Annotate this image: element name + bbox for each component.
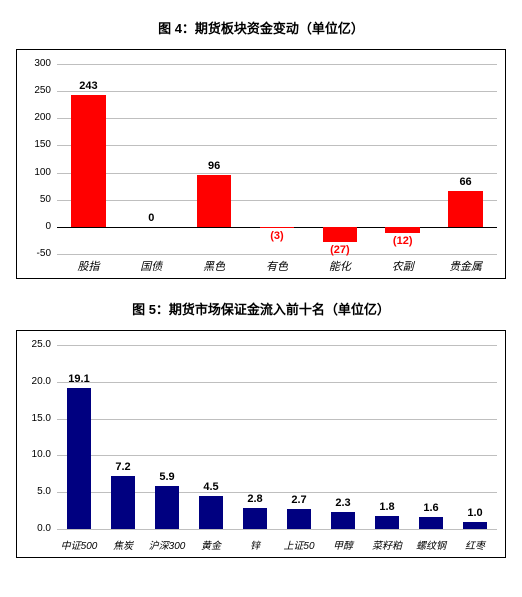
chart4-gridline [57, 91, 497, 92]
chart5-value-label: 4.5 [203, 481, 218, 493]
chart4-category-label: 股指 [77, 258, 99, 274]
chart4-category-label: 国债 [140, 258, 162, 274]
chart4-ytick-label: 300 [17, 58, 51, 69]
chart5-box: 0.0 5.0 10.0 15.0 20.0 25.0 19.1 中证500 7.2 焦炭 5.9 沪… [16, 330, 506, 558]
chart5-bar [463, 522, 487, 529]
chart4-gridline [57, 173, 497, 174]
chart5-category-label: 菜籽粕 [372, 537, 402, 552]
chart5-ytick-label: 20.0 [17, 376, 51, 387]
chart4-bar [323, 227, 358, 242]
chart5-value-label: 1.6 [423, 502, 438, 514]
chart5-category-label: 红枣 [465, 537, 485, 552]
chart5-plot-area: 0.05.010.015.020.025.019.1中证5007.2焦炭5.9沪… [57, 345, 497, 529]
chart5-value-label: 2.3 [335, 497, 350, 509]
chart4-box: -50 0 50 100 150 200 250 300 243 股指 0 国债 96 黑色 (3) 有色 (2… [16, 49, 506, 279]
chart5-bar [419, 517, 443, 529]
chart4-category-label: 黑色 [203, 258, 225, 274]
chart4-ytick-label: -50 [17, 248, 51, 259]
chart4-bar [385, 227, 420, 234]
chart5-value-label: 2.8 [247, 493, 262, 505]
chart5-ytick-label: 5.0 [17, 486, 51, 497]
chart5-category-label: 螺纹钢 [416, 537, 446, 552]
chart4-ytick-label: 200 [17, 112, 51, 123]
chart5-gridline [57, 419, 497, 420]
chart4-value-label: 0 [148, 212, 154, 224]
chart5-category-label: 中证500 [61, 537, 98, 552]
chart4-value-label: 66 [459, 176, 471, 188]
chart4-gridline [57, 145, 497, 146]
chart5-gridline [57, 382, 497, 383]
chart5-gridline [57, 345, 497, 346]
chart4-gridline [57, 118, 497, 119]
chart4-ytick-label: 150 [17, 139, 51, 150]
chart5-category-label: 沪深300 [149, 537, 186, 552]
chart4-ytick-label: 100 [17, 167, 51, 178]
chart5-ytick-label: 0.0 [17, 523, 51, 534]
chart5-ytick-label: 10.0 [17, 449, 51, 460]
chart4-value-label: (12) [393, 235, 413, 247]
chart5-bar [67, 388, 91, 529]
chart4-title: 图 4：期货板块资金变动（单位亿） [10, 18, 512, 37]
chart5-category-label: 黄金 [201, 537, 221, 552]
chart5-value-label: 1.0 [467, 507, 482, 519]
chart5-category-label: 上证50 [283, 537, 314, 552]
chart4-gridline [57, 254, 497, 255]
chart5-bar [375, 516, 399, 529]
chart5-value-label: 7.2 [115, 461, 130, 473]
chart5-value-label: 19.1 [68, 373, 89, 385]
chart4-category-label: 能化 [329, 258, 351, 274]
chart5-bar [331, 512, 355, 529]
chart5-ytick-label: 15.0 [17, 413, 51, 424]
chart5-value-label: 5.9 [159, 471, 174, 483]
chart5-bar [111, 476, 135, 529]
chart4-category-label: 农副 [392, 258, 414, 274]
chart4-gridline [57, 64, 497, 65]
chart4-bar [71, 95, 106, 227]
chart5-value-label: 2.7 [291, 494, 306, 506]
chart4-ytick-label: 50 [17, 194, 51, 205]
chart4-value-label: (27) [330, 244, 350, 256]
chart5-gridline [57, 455, 497, 456]
chart5-category-label: 锌 [250, 537, 260, 552]
chart4-value-label: (3) [270, 230, 283, 242]
chart5-category-label: 焦炭 [113, 537, 133, 552]
chart4-plot-area: -50050100150200250300243股指0国债96黑色(3)有色(2… [57, 64, 497, 254]
chart5-bar [243, 508, 267, 529]
chart4-bar [197, 175, 232, 227]
chart5-gridline [57, 529, 497, 530]
chart4-bar [260, 227, 295, 229]
chart5-title: 图 5：期货市场保证金流入前十名（单位亿） [10, 299, 512, 318]
chart4-ytick-label: 250 [17, 85, 51, 96]
chart5-bar [199, 496, 223, 529]
chart4-bar [448, 191, 483, 227]
chart5-value-label: 1.8 [379, 501, 394, 513]
chart5-ytick-label: 25.0 [17, 339, 51, 350]
chart5-bar [155, 486, 179, 529]
chart4-ytick-label: 0 [17, 221, 51, 232]
chart4-category-label: 有色 [266, 258, 288, 274]
chart5-bar [287, 509, 311, 529]
chart4-value-label: 96 [208, 160, 220, 172]
chart5-category-label: 甲醇 [333, 537, 353, 552]
chart4-category-label: 贵金属 [449, 258, 482, 274]
chart4-gridline [57, 200, 497, 201]
chart4-value-label: 243 [79, 80, 97, 92]
